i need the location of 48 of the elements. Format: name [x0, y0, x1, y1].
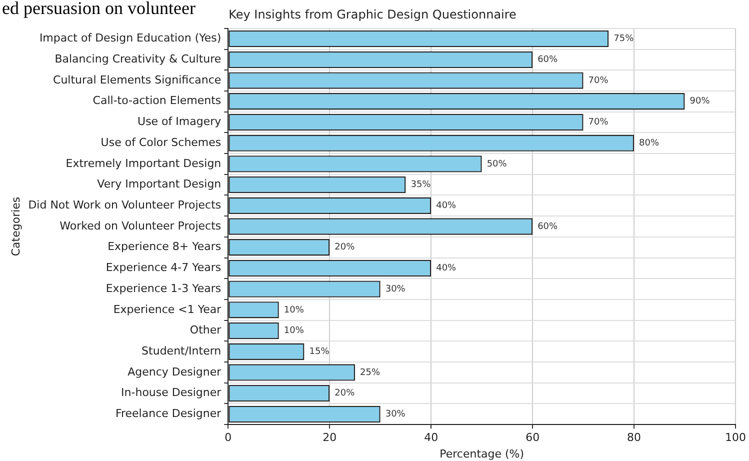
chart-title: Key Insights from Graphic Design Questionnaire: [228, 7, 516, 22]
data-label: 60%: [538, 55, 558, 66]
y-tick-label: Cultural Elements Significance: [53, 73, 222, 86]
y-tick-label: Did Not Work on Volunteer Projects: [28, 198, 222, 212]
data-label: 80%: [639, 138, 660, 148]
data-label: 20%: [334, 388, 356, 399]
text: ed persuasion on volunteer: [2, 0, 196, 19]
y-tick-label: Freelance Designer: [115, 407, 222, 420]
y-tick-label: In-house Designer: [121, 386, 222, 400]
data-label: 25%: [360, 368, 380, 378]
y-tick-label: Worked on Volunteer Projects: [60, 219, 222, 232]
data-label: 40%: [436, 200, 457, 211]
data-label: 15%: [309, 346, 330, 357]
data-label: 40%: [436, 264, 457, 274]
data-label: 90%: [690, 96, 710, 107]
x-axis-title: Percentage (%): [440, 447, 524, 460]
y-tick-label: Extremely Important Design: [66, 156, 222, 170]
y-tick-label: Other: [190, 324, 222, 337]
x-tick-label: 40: [424, 431, 438, 444]
y-tick-label: Very Important Design: [97, 178, 222, 191]
y-tick-label: Use of Color Schemes: [100, 136, 222, 149]
x-tick-label: 80: [627, 431, 642, 444]
y-tick-label: Experience <1 Year: [113, 302, 222, 316]
y-tick-label: Experience 8+ Years: [108, 240, 222, 254]
y-tick-label: Use of Imagery: [138, 115, 222, 128]
data-label: 35%: [410, 180, 432, 190]
data-label: 10%: [284, 326, 304, 336]
x-tick-label: 100: [725, 431, 746, 444]
data-label: 70%: [588, 118, 609, 128]
x-tick-label: 60: [526, 431, 540, 444]
data-label: 60%: [538, 222, 558, 232]
y-axis-title: Categories: [9, 196, 22, 256]
y-tick-label: Experience 1-3 Years: [106, 282, 222, 295]
data-label: 50%: [486, 159, 508, 170]
x-tick-label: 0: [224, 431, 232, 444]
x-tick-label: 20: [322, 431, 337, 444]
data-label: 30%: [385, 284, 406, 294]
y-tick-label: Impact of Design Education (Yes): [39, 32, 222, 45]
y-tick-label: Agency Designer: [128, 365, 222, 378]
data-label: 75%: [614, 34, 634, 44]
data-label: 10%: [284, 305, 304, 316]
y-tick-label: Balancing Creativity & Culture: [54, 52, 222, 66]
data-label: 70%: [588, 76, 609, 86]
data-label: 20%: [334, 242, 356, 253]
y-tick-label: Call-to-action Elements: [92, 94, 222, 108]
y-tick-label: Experience 4-7 Years: [106, 261, 222, 274]
y-tick-label: Student/Intern: [142, 344, 222, 358]
data-label: 30%: [385, 410, 406, 420]
